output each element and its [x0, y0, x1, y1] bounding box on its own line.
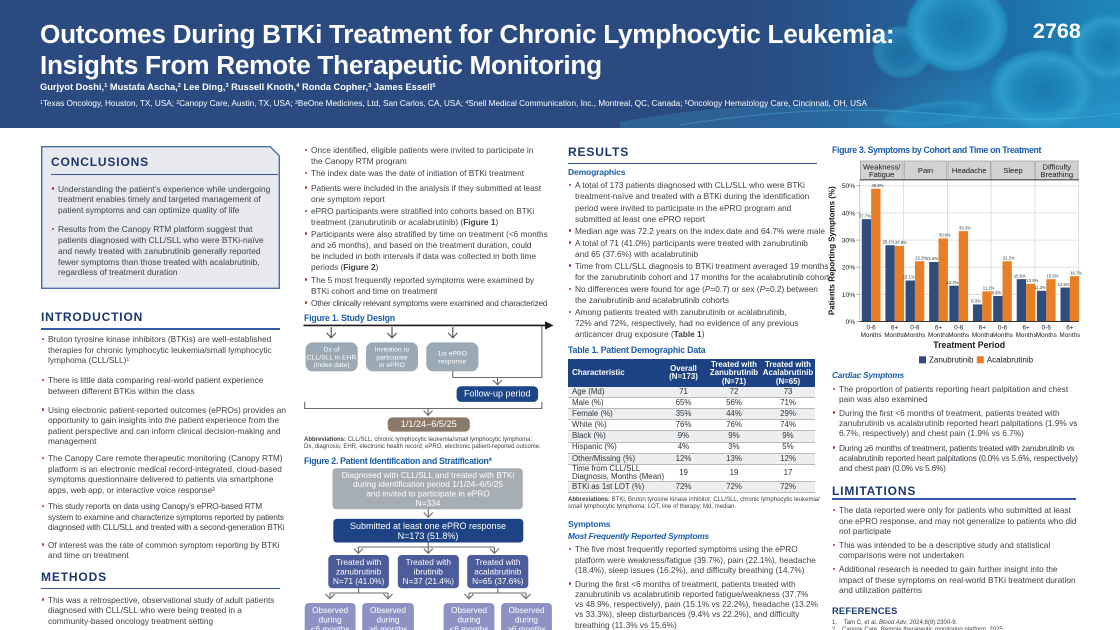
- svg-text:50%: 50%: [842, 183, 856, 190]
- svg-text:Months: Months: [1059, 332, 1080, 339]
- svg-text:Submitted at least one ePRO re: Submitted at least one ePRO response: [350, 521, 506, 531]
- svg-text:0-6: 0-6: [998, 325, 1008, 332]
- svg-text:during: during: [515, 614, 538, 624]
- svg-text:Difficulty: Difficulty: [1043, 162, 1072, 171]
- svg-text:13.2%: 13.2%: [947, 280, 959, 285]
- svg-text:Acalabrutinib: Acalabrutinib: [987, 355, 1034, 364]
- svg-text:≥6 months: ≥6 months: [369, 624, 408, 630]
- svg-text:N=65 (37.6%): N=65 (37.6%): [472, 576, 524, 586]
- svg-text:Pain: Pain: [918, 166, 933, 175]
- svg-text:Zanubrutinib: Zanubrutinib: [929, 355, 974, 364]
- svg-text:1st ePRO: 1st ePRO: [438, 351, 467, 358]
- svg-text:30.6%: 30.6%: [939, 233, 951, 238]
- svg-text:Sleep: Sleep: [1003, 166, 1022, 175]
- svg-text:zanubrutinib: zanubrutinib: [336, 566, 382, 576]
- svg-text:and invited to participate in: and invited to participate in ePRO: [366, 489, 490, 499]
- svg-text:in ePRO: in ePRO: [379, 362, 405, 369]
- svg-text:Months: Months: [992, 332, 1013, 339]
- svg-text:Patients Reporting Symptoms (%: Patients Reporting Symptoms (%): [828, 186, 837, 315]
- svg-text:N=173 (51.8%): N=173 (51.8%): [398, 531, 459, 541]
- svg-text:11.3%: 11.3%: [1034, 285, 1046, 290]
- svg-text:16.7%: 16.7%: [1070, 270, 1082, 275]
- svg-text:during: during: [457, 614, 480, 624]
- svg-text:Months: Months: [884, 332, 905, 339]
- svg-text:(index date): (index date): [314, 362, 350, 369]
- svg-text:Treatment Period: Treatment Period: [933, 340, 1005, 350]
- svg-text:12.5%: 12.5%: [1058, 282, 1070, 287]
- svg-text:15.6%: 15.6%: [1047, 273, 1059, 278]
- svg-text:6+: 6+: [891, 325, 899, 332]
- svg-text:37.7%: 37.7%: [859, 213, 871, 218]
- svg-text:6.3%: 6.3%: [971, 299, 981, 304]
- svg-text:22.2%: 22.2%: [1003, 255, 1015, 260]
- svg-text:Weakness/: Weakness/: [863, 162, 901, 171]
- svg-text:40%: 40%: [842, 210, 856, 217]
- svg-text:acalabrutinib: acalabrutinib: [474, 566, 521, 576]
- svg-text:33.3%: 33.3%: [959, 225, 971, 230]
- svg-text:0-6: 0-6: [954, 325, 964, 332]
- svg-text:6+: 6+: [979, 325, 987, 332]
- svg-text:Months: Months: [861, 332, 882, 339]
- svg-text:48.9%: 48.9%: [871, 183, 883, 188]
- svg-text:during identification period 1: during identification period 1/1/24–6/5/…: [353, 479, 503, 489]
- svg-text:response: response: [438, 358, 466, 365]
- svg-text:N=334: N=334: [416, 498, 441, 508]
- svg-text:participate: participate: [376, 354, 408, 361]
- svg-text:Fatigue: Fatigue: [869, 170, 894, 179]
- svg-text:Follow-up period: Follow-up period: [464, 389, 531, 399]
- svg-text:11.1%: 11.1%: [983, 286, 995, 291]
- svg-text:22.2%: 22.2%: [915, 255, 927, 260]
- svg-text:Breathing: Breathing: [1041, 170, 1074, 179]
- svg-text:Months: Months: [972, 332, 993, 339]
- svg-text:Treated with: Treated with: [475, 557, 521, 567]
- svg-text:N=71 (41.0%): N=71 (41.0%): [333, 576, 385, 586]
- svg-text:Months: Months: [1036, 332, 1057, 339]
- svg-text:0-6: 0-6: [1042, 325, 1052, 332]
- svg-text:ibrutinib: ibrutinib: [414, 566, 443, 576]
- svg-text:0%: 0%: [845, 319, 855, 326]
- svg-text:Months: Months: [948, 332, 969, 339]
- svg-text:Observed: Observed: [509, 605, 545, 615]
- svg-text:Months: Months: [904, 332, 925, 339]
- svg-text:≥6 months: ≥6 months: [507, 624, 546, 630]
- svg-text:Months: Months: [928, 332, 949, 339]
- svg-text:during: during: [319, 614, 342, 624]
- svg-text:9.4%: 9.4%: [991, 290, 1001, 295]
- svg-text:1/1/24–6/5/25: 1/1/24–6/5/25: [401, 419, 457, 429]
- svg-text:28.1%: 28.1%: [883, 239, 895, 244]
- svg-text:Headache: Headache: [952, 166, 987, 175]
- svg-text:15.6%: 15.6%: [1014, 273, 1026, 278]
- svg-text:<6 months: <6 months: [450, 624, 489, 630]
- svg-text:30%: 30%: [842, 238, 856, 245]
- svg-text:Diagnosed with CLL/SLL and tre: Diagnosed with CLL/SLL and treated with …: [342, 470, 515, 480]
- svg-text:Dx of: Dx of: [324, 347, 340, 354]
- svg-text:Observed: Observed: [451, 605, 487, 615]
- svg-text:15.1%: 15.1%: [903, 275, 915, 280]
- svg-text:Months: Months: [1016, 332, 1037, 339]
- svg-text:Observed: Observed: [370, 605, 406, 615]
- svg-text:Invitation to: Invitation to: [375, 347, 410, 354]
- svg-text:0-6: 0-6: [866, 325, 876, 332]
- svg-text:6+: 6+: [1022, 325, 1030, 332]
- svg-text:during: during: [376, 614, 399, 624]
- svg-text:CLL/SLL in EHR: CLL/SLL in EHR: [307, 354, 357, 361]
- svg-text:N=37 (21.4%): N=37 (21.4%): [403, 576, 455, 586]
- svg-text:27.8%: 27.8%: [895, 240, 907, 245]
- svg-text:<6 months: <6 months: [311, 624, 350, 630]
- svg-text:6+: 6+: [935, 325, 943, 332]
- svg-text:6+: 6+: [1066, 325, 1074, 332]
- svg-text:Observed: Observed: [312, 605, 348, 615]
- svg-text:20%: 20%: [842, 265, 856, 272]
- svg-text:10%: 10%: [842, 292, 856, 299]
- svg-text:0-6: 0-6: [910, 325, 920, 332]
- svg-text:13.9%: 13.9%: [1026, 278, 1038, 283]
- svg-text:21.9%: 21.9%: [926, 256, 938, 261]
- svg-text:Treated with: Treated with: [336, 557, 382, 567]
- svg-text:Treated with: Treated with: [406, 557, 452, 567]
